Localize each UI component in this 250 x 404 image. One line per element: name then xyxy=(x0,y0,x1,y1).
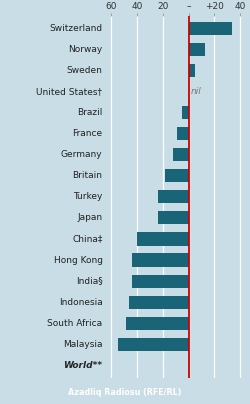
Text: France: France xyxy=(72,129,102,139)
Text: United States†: United States† xyxy=(36,87,102,96)
Bar xyxy=(188,22,232,35)
Text: Sweden: Sweden xyxy=(66,66,102,75)
Text: Hong Kong: Hong Kong xyxy=(54,255,102,265)
Text: South Africa: South Africa xyxy=(48,319,102,328)
Text: Indonesia: Indonesia xyxy=(59,298,102,307)
Bar xyxy=(132,253,188,267)
Text: Malaysia: Malaysia xyxy=(63,340,102,349)
Bar xyxy=(132,275,188,288)
Bar xyxy=(188,43,205,56)
Bar xyxy=(118,338,188,351)
Text: India§: India§ xyxy=(76,277,102,286)
Bar xyxy=(130,296,188,309)
Text: Brazil: Brazil xyxy=(77,108,102,117)
Text: Germany: Germany xyxy=(61,150,102,160)
Text: Japan: Japan xyxy=(78,213,102,223)
Bar xyxy=(166,169,188,183)
Bar xyxy=(177,127,188,141)
Text: China‡: China‡ xyxy=(72,234,102,244)
Text: Azadliq Radiosu (RFE/RL): Azadliq Radiosu (RFE/RL) xyxy=(68,388,182,397)
Bar xyxy=(188,64,195,77)
Text: Switzerland: Switzerland xyxy=(50,24,102,33)
Bar xyxy=(173,148,188,162)
Bar xyxy=(137,232,188,246)
Bar xyxy=(182,106,188,119)
Text: Turkey: Turkey xyxy=(73,192,102,202)
Bar xyxy=(158,211,188,225)
Text: Britain: Britain xyxy=(72,171,102,181)
Text: nil: nil xyxy=(191,87,202,96)
Bar xyxy=(126,317,188,330)
Text: World**: World** xyxy=(64,361,102,370)
Bar xyxy=(158,190,188,204)
Text: Norway: Norway xyxy=(68,45,102,54)
